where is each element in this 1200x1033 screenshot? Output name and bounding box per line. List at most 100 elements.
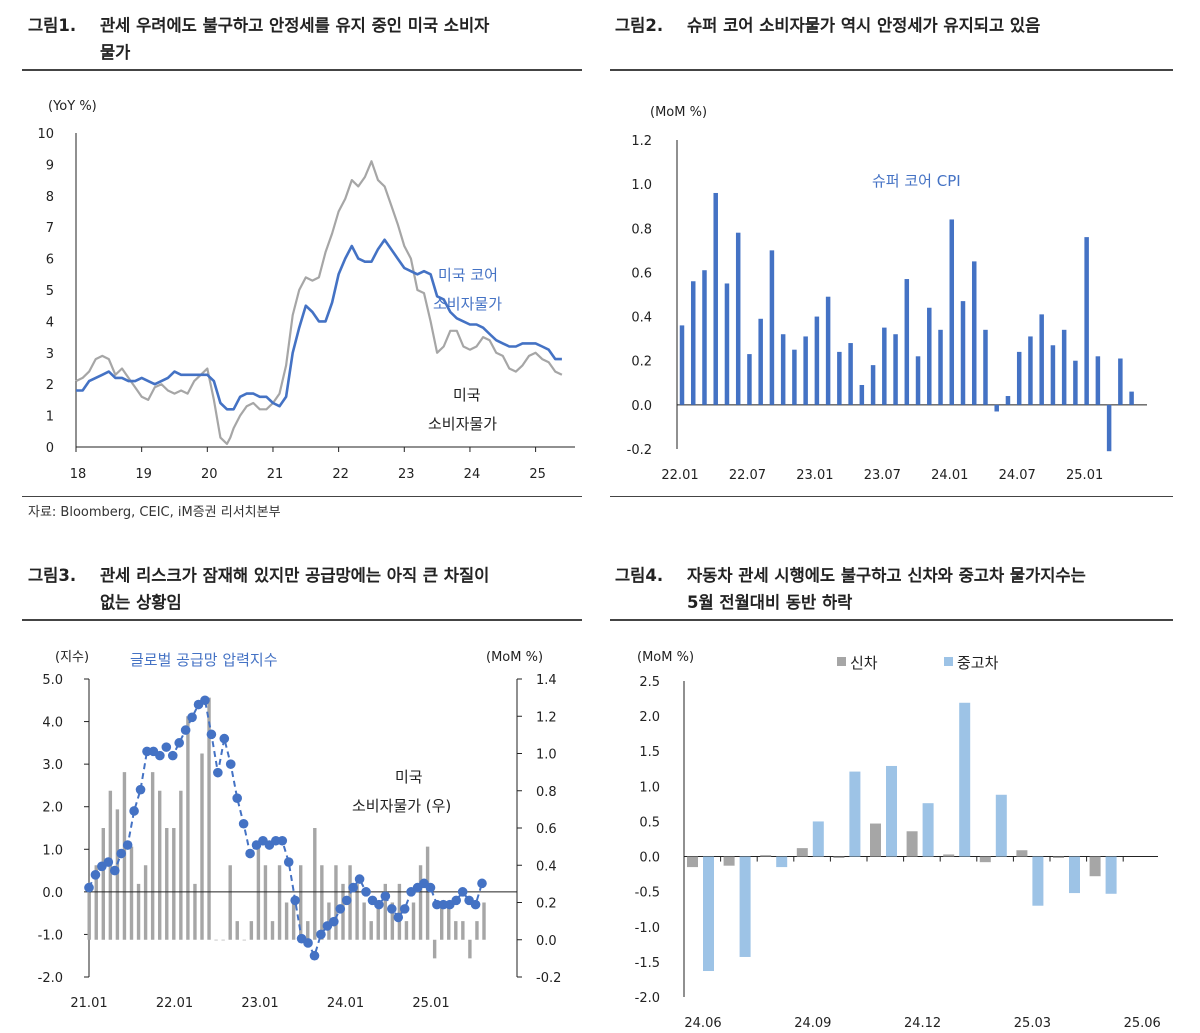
c4-y-tick: 1.0 (639, 780, 660, 795)
c1-y-tick: 2 (46, 378, 54, 393)
c4-x-tick: 24.09 (794, 1016, 831, 1031)
c4-new-car-bar (1053, 856, 1064, 858)
c3-cpi-bar (355, 883, 359, 940)
c4-new-car-bar (979, 856, 991, 863)
c4-used-car-bar (1032, 856, 1044, 906)
c2-bar (735, 232, 741, 405)
c4-used-car-bar (812, 821, 824, 857)
figure3-title: 그림3. 관세 리스크가 잠재해 있지만 공급망에는 아직 큰 차질이 없는 상황… (28, 562, 583, 616)
c2-bar (915, 356, 921, 405)
figure2-bottom-rule (610, 496, 1173, 497)
c3-gscpi-marker (109, 865, 120, 876)
c2-bar (814, 316, 820, 405)
c3-x-tick: 25.01 (412, 996, 449, 1011)
c4-used-car-bar (703, 856, 714, 972)
c3-cpi-bar (425, 846, 430, 940)
c3-cpi-bar (418, 865, 423, 940)
c3-x-tick: 23.01 (241, 996, 278, 1011)
c3-gscpi-marker (122, 840, 133, 850)
c3-bar-label-line2: 소비자물가 (우) (352, 797, 451, 815)
c3-gscpi-marker (135, 784, 146, 795)
c3-cpi-bar (165, 828, 169, 940)
c4-unit-label: (MoM %) (637, 650, 694, 665)
c2-bar (1118, 358, 1123, 405)
c3-right-tick: 0.2 (536, 897, 557, 912)
figure4-title: 그림4. 자동차 관세 시행에도 불구하고 신차와 중고차 물가지수는 5월 전월… (615, 562, 1185, 616)
c3-cpi-bar (376, 902, 380, 940)
c1-x-tick: 18 (70, 467, 87, 482)
source-note: 자료: Bloomberg, CEIC, iM증권 리서치본부 (28, 505, 281, 520)
c4-y-tick: -1.0 (635, 921, 660, 936)
c2-bar (1084, 237, 1089, 405)
c2-bar (1106, 404, 1112, 452)
c3-line-legend: 글로벌 공급망 압력지수 (130, 651, 278, 669)
c2-bar (780, 334, 786, 405)
c3-gscpi-marker (232, 793, 242, 803)
c1-cpi-line (75, 160, 563, 445)
c2-bar (983, 329, 988, 405)
c3-gscpi-marker (206, 729, 217, 740)
c3-left-tick: 0.0 (42, 886, 63, 901)
c3-right-tick: 0.0 (536, 934, 557, 949)
c1-x-tick: 24 (464, 467, 481, 482)
c3-cpi-bar (291, 902, 296, 940)
c2-bar (927, 307, 932, 405)
c2-bar (825, 296, 831, 405)
c3-cpi-bar (482, 902, 486, 940)
c3-cpi-bar (179, 790, 183, 940)
figure4-number: 그림4. (615, 566, 664, 585)
c3-cpi-bar (94, 865, 98, 940)
c4-new-car-bar (1016, 850, 1028, 857)
c2-y-tick: 1.2 (631, 134, 652, 149)
c1-core-label-line1: 미국 코어 (438, 266, 498, 284)
figure1-title-rule (22, 69, 582, 71)
c3-x-tick: 22.01 (156, 996, 193, 1011)
c1-y-tick: 10 (37, 127, 54, 142)
c4-x-tick: 24.06 (684, 1016, 721, 1031)
c1-unit-label: (YoY %) (48, 99, 97, 114)
c3-gscpi-marker (129, 806, 139, 816)
c4-new-car-bar (796, 848, 808, 857)
c3-x-tick: 24.01 (327, 996, 364, 1011)
c3-cpi-bar (404, 921, 409, 940)
c2-bar (882, 327, 887, 405)
c2-x-tick: 22.01 (661, 468, 698, 483)
c3-cpi-bar (320, 865, 324, 940)
c3-gscpi-marker (380, 891, 391, 901)
c3-gscpi-marker (451, 895, 462, 906)
c2-bar (1129, 391, 1134, 405)
c3-gscpi-marker (470, 899, 481, 910)
c3-cpi-bar (87, 883, 91, 940)
c4-y-tick: -2.0 (635, 991, 660, 1006)
c3-gscpi-marker (277, 835, 288, 846)
figure1-title: 그림1. 관세 우려에도 불구하고 안정세를 유지 중인 미국 소비자 물가 (28, 12, 583, 66)
c4-y-tick: 2.0 (639, 710, 660, 725)
c2-bar (679, 325, 685, 405)
c4-new-car-bar (1089, 856, 1101, 877)
c2-bar (1073, 360, 1078, 405)
c2-bar (870, 365, 876, 405)
c4-legend-new: 신차 (850, 654, 878, 672)
c3-cpi-bar (186, 716, 190, 940)
c3-cpi-bar (143, 865, 148, 940)
c3-cpi-bar (214, 939, 218, 941)
c3-gscpi-marker (225, 759, 236, 769)
c1-x-tick: 19 (135, 467, 152, 482)
c3-cpi-bar (440, 902, 444, 940)
c3-gscpi-marker (457, 887, 468, 897)
c2-y-tick: -0.2 (627, 443, 652, 458)
c3-gscpi-marker (116, 848, 127, 859)
c3-gscpi-marker (393, 912, 404, 923)
figure4-title-line1: 자동차 관세 시행에도 불구하고 신차와 중고차 물가지수는 (687, 566, 1086, 585)
c2-y-tick: 0.6 (631, 266, 652, 281)
c3-gscpi-marker (348, 882, 358, 893)
c4-used-car-bar (886, 765, 897, 857)
c3-right-tick: 1.4 (536, 673, 557, 688)
c3-cpi-bar (475, 921, 479, 940)
c3-cpi-bar (299, 865, 303, 940)
c2-bar (1039, 314, 1044, 405)
c3-cpi-bar (390, 902, 395, 940)
c3-left-tick: 2.0 (42, 801, 63, 816)
c4-used-car-bar (739, 856, 751, 957)
c2-bar (758, 318, 763, 405)
